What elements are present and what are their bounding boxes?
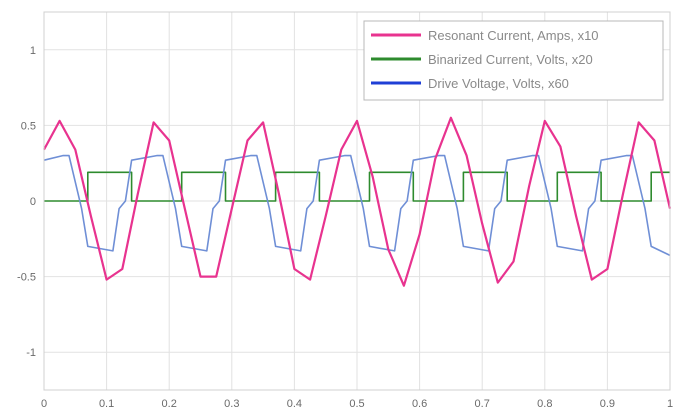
x-tick-label: 0.2 bbox=[162, 398, 177, 410]
y-tick-label: -1 bbox=[26, 347, 36, 359]
legend: Resonant Current, Amps, x10 Binarized Cu… bbox=[363, 20, 664, 101]
plot-frame bbox=[43, 11, 671, 391]
x-tick-label: 0 bbox=[41, 398, 47, 410]
legend-label-drive-voltage: Drive Voltage, Volts, x60 bbox=[428, 76, 569, 91]
x-tick-label: 0.3 bbox=[224, 398, 239, 410]
y-tick-label: 0 bbox=[30, 196, 36, 208]
x-tick-label: 0.5 bbox=[349, 398, 364, 410]
legend-label-resonant-current: Resonant Current, Amps, x10 bbox=[428, 28, 599, 43]
x-tick-label: 0.6 bbox=[412, 398, 427, 410]
x-tick-label: 0.9 bbox=[600, 398, 615, 410]
series-line-resonant-current bbox=[43, 116, 672, 287]
series-line-drive-voltage bbox=[43, 154, 671, 257]
y-tick-label: 1 bbox=[30, 45, 36, 57]
series-line-binarized-current bbox=[44, 171, 670, 202]
x-tick-label: 0.7 bbox=[475, 398, 490, 410]
y-tick-label: 0.5 bbox=[21, 120, 36, 132]
x-tick-label: 1 bbox=[667, 398, 673, 410]
series-layer bbox=[43, 116, 672, 287]
y-axis-ticks: 1 0.5 0 -0.5 -1 bbox=[17, 45, 36, 359]
x-tick-label: 0.1 bbox=[99, 398, 114, 410]
x-axis-ticks: 0 0.1 0.2 0.3 0.4 0.5 0.6 0.7 0.8 0.9 1 bbox=[41, 398, 673, 410]
x-tick-label: 0.4 bbox=[287, 398, 302, 410]
x-tick-label: 0.8 bbox=[537, 398, 552, 410]
legend-label-binarized-current: Binarized Current, Volts, x20 bbox=[428, 52, 593, 67]
y-tick-label: -0.5 bbox=[17, 272, 36, 284]
